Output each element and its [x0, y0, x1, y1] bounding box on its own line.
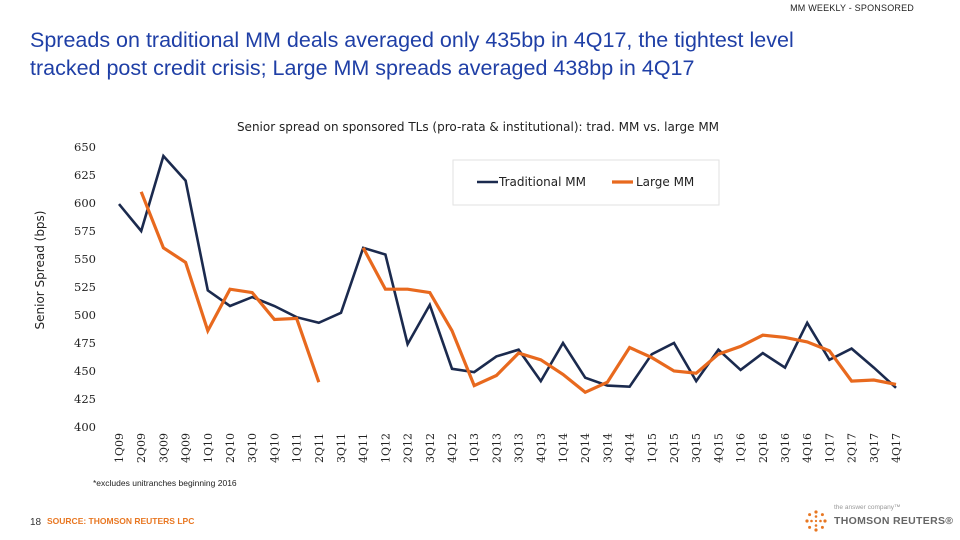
x-tick-label: 4Q15: [712, 433, 725, 463]
slide-title-line-1: Spreads on traditional MM deals averaged…: [30, 28, 794, 52]
x-tick-label: 2Q15: [668, 433, 681, 463]
y-tick-label: 525: [74, 280, 96, 294]
brand-tagline: the answer company™: [834, 504, 901, 511]
x-tick-label: 1Q10: [202, 433, 215, 463]
x-tick-label: 3Q17: [868, 433, 881, 463]
x-tick-label: 1Q11: [291, 433, 304, 463]
y-axis-label: Senior Spread (bps): [33, 211, 47, 330]
slide-title: Spreads on traditional MM deals averaged…: [30, 26, 930, 82]
x-tick-label: 3Q13: [513, 433, 526, 463]
y-tick-label: 425: [74, 392, 96, 406]
x-tick-label: 4Q12: [446, 433, 459, 463]
brand-name: THOMSON REUTERS®: [834, 515, 954, 527]
y-tick-label: 550: [74, 252, 96, 266]
y-tick-label: 575: [74, 224, 96, 238]
x-tick-label: 1Q14: [557, 433, 570, 463]
chart-title: Senior spread on sponsored TLs (pro-rata…: [237, 120, 719, 134]
series-line-large-mm: [139, 191, 897, 395]
x-tick-label: 3Q11: [335, 433, 348, 463]
x-tick-label: 2Q16: [757, 433, 770, 463]
x-tick-label: 1Q12: [379, 433, 392, 463]
x-tick-label: 2Q10: [224, 433, 237, 463]
x-tick-label: 1Q09: [113, 433, 126, 463]
y-tick-label: 400: [74, 420, 96, 434]
x-tick-label: 4Q10: [268, 433, 281, 463]
thomson-reuters-brand: the answer company™ THOMSON REUTERS®: [804, 504, 953, 534]
y-tick-label: 450: [74, 364, 96, 378]
x-tick-label: 3Q09: [157, 433, 170, 463]
y-tick-label: 500: [74, 308, 96, 322]
x-tick-label: 3Q16: [779, 433, 792, 463]
x-tick-label: 1Q13: [468, 433, 481, 463]
slide-title-line-2: tracked post credit crisis; Large MM spr…: [30, 56, 695, 80]
x-tick-label: 2Q09: [135, 433, 148, 463]
header-tag: MM WEEKLY - SPONSORED: [790, 3, 914, 13]
x-tick-label: 4Q16: [801, 433, 814, 463]
x-tick-label: 3Q14: [601, 433, 614, 463]
x-tick-label: 4Q11: [357, 433, 370, 463]
series-line-traditional-mm: [117, 153, 897, 389]
x-tick-label: 4Q13: [535, 433, 548, 463]
x-tick-label: 2Q12: [402, 433, 415, 463]
x-tick-label: 3Q12: [424, 433, 437, 463]
legend-label: Large MM: [636, 175, 694, 189]
x-tick-label: 4Q14: [624, 433, 637, 463]
x-tick-label: 3Q10: [246, 433, 259, 463]
y-tick-label: 475: [74, 336, 96, 350]
page-number: 18: [30, 517, 42, 528]
x-tick-label: 2Q17: [846, 433, 859, 463]
y-tick-label: 600: [74, 196, 96, 210]
x-tick-label: 4Q09: [180, 433, 193, 463]
x-tick-label: 2Q14: [579, 433, 592, 463]
y-tick-label: 650: [74, 140, 96, 154]
x-tick-label: 1Q17: [823, 433, 836, 463]
source-note: SOURCE: THOMSON REUTERS LPC: [47, 516, 195, 526]
chart-footnote: *excludes unitranches beginning 2016: [93, 478, 237, 488]
x-tick-label: 1Q15: [646, 433, 659, 463]
x-tick-label: 2Q13: [490, 433, 503, 463]
thomson-reuters-logo-icon: [805, 510, 827, 532]
x-tick-label: 4Q17: [890, 433, 903, 463]
x-tick-label: 1Q16: [735, 433, 748, 463]
x-tick-label: 3Q15: [690, 433, 703, 463]
legend-label: Traditional MM: [498, 175, 586, 189]
x-tick-label: 2Q11: [313, 433, 326, 463]
y-tick-label: 625: [74, 168, 96, 182]
